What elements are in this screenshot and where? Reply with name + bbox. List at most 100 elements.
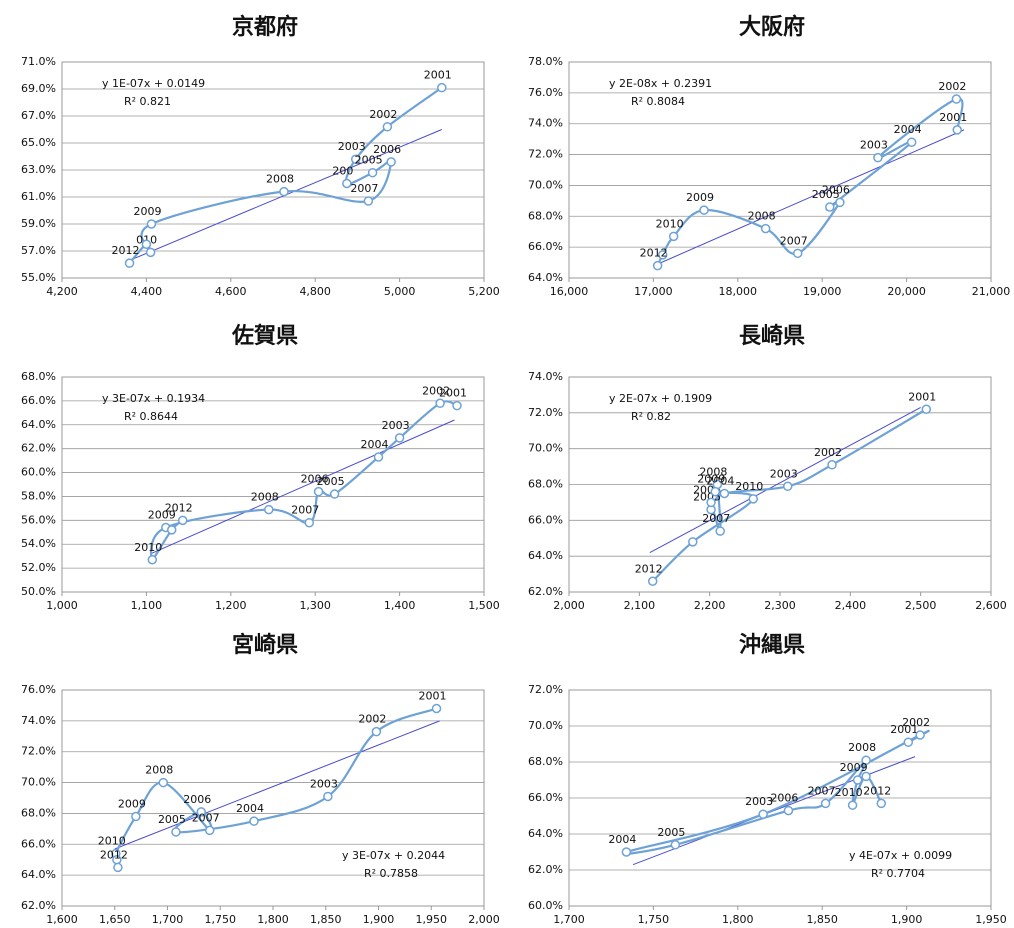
x-tick-label: 20,000 [887, 285, 926, 298]
y-tick-label: 67.0% [21, 109, 56, 122]
y-tick-label: 60.0% [21, 466, 56, 479]
x-tick-label: 1,100 [131, 599, 163, 612]
x-tick-label: 4,800 [299, 285, 331, 298]
data-point [835, 197, 845, 208]
y-tick-label: 58.0% [21, 489, 56, 502]
data-point [124, 258, 135, 268]
y-tick-label: 50.0% [21, 585, 56, 598]
point-label: 2005 [812, 188, 840, 201]
x-tick-label: 21,000 [972, 285, 1011, 298]
y-tick-label: 72.0% [21, 745, 56, 758]
point-label: 2007 [350, 182, 378, 195]
point-label: 2008 [699, 466, 727, 479]
data-point [688, 537, 698, 547]
x-tick-label: 1,950 [416, 913, 448, 926]
trend-equation: y 3E-07x + 0.1934 [102, 392, 205, 405]
y-tick-label: 52.0% [21, 561, 56, 574]
y-tick-label: 68.0% [21, 370, 56, 383]
point-label: 2002 [902, 716, 930, 729]
data-point [147, 555, 158, 565]
y-tick-label: 65.0% [21, 136, 56, 149]
data-point [668, 231, 679, 242]
point-label: 2009 [840, 761, 868, 774]
y-tick-label: 62.0% [21, 442, 56, 455]
point-label: 2002 [422, 384, 450, 397]
trend-equation: y 2E-08x + 0.2391 [609, 77, 712, 90]
data-point [915, 730, 925, 740]
data-point [373, 452, 384, 462]
data-point [279, 186, 289, 197]
x-tick-label: 1,000 [46, 599, 78, 612]
y-tick-label: 66.0% [21, 837, 56, 850]
data-point [166, 525, 177, 535]
x-tick-label: 1,750 [205, 913, 237, 926]
point-label: 2003 [770, 467, 798, 480]
y-tick-label: 70.0% [528, 442, 563, 455]
point-label: 2008 [266, 173, 294, 186]
y-tick-label: 66.0% [528, 240, 563, 253]
y-tick-label: 56.0% [21, 513, 56, 526]
data-point [783, 805, 794, 816]
trendline [657, 129, 965, 265]
data-point [141, 239, 152, 249]
data-point [710, 486, 721, 497]
data-point [852, 775, 863, 785]
series-line [113, 707, 437, 868]
y-tick-label: 64.0% [21, 868, 56, 881]
point-label: 2001 [424, 69, 452, 82]
point-label: 2002 [369, 108, 397, 121]
y-tick-label: 71.0% [21, 55, 56, 68]
y-tick-label: 70.0% [21, 776, 56, 789]
data-point [748, 494, 759, 504]
point-label: 2004 [608, 833, 636, 846]
data-point [382, 122, 393, 132]
point-label: 2004 [361, 438, 389, 451]
x-tick-label: 4,600 [215, 285, 247, 298]
point-label: 2006 [822, 183, 850, 196]
data-point [431, 703, 442, 714]
point-label: 2005 [158, 813, 186, 826]
x-tick-label: 2,400 [835, 599, 867, 612]
data-point [906, 137, 917, 147]
data-point [196, 807, 207, 817]
point-label: 2002 [358, 713, 386, 726]
data-point [652, 260, 663, 271]
data-point [782, 481, 793, 492]
data-point [313, 486, 324, 497]
point-label: 2007 [291, 504, 319, 517]
point-label: 2003 [860, 139, 888, 152]
data-point [861, 771, 871, 782]
point-label: 2001 [908, 390, 936, 403]
data-point [921, 404, 932, 414]
data-point [113, 862, 123, 873]
data-point [204, 825, 215, 836]
trend-r-squared: R² 0.82 [631, 410, 671, 423]
point-label: 2012 [635, 562, 663, 575]
x-tick-label: 1,800 [257, 913, 289, 926]
point-label: 2003 [382, 419, 410, 432]
data-point [861, 755, 871, 765]
point-label: 2007 [808, 784, 836, 797]
point-label: 2005 [355, 154, 383, 167]
x-tick-label: 2,000 [553, 599, 585, 612]
x-tick-label: 17,000 [634, 285, 673, 298]
y-tick-label: 70.0% [528, 178, 563, 191]
data-point [621, 847, 632, 857]
data-point [323, 791, 333, 802]
point-label: 2002 [814, 446, 842, 459]
data-point [249, 816, 259, 826]
point-label: 2001 [890, 723, 918, 736]
chart-title: 沖縄県 [739, 633, 805, 658]
point-label: 2012 [165, 501, 193, 514]
point-label: 2007 [780, 234, 808, 247]
point-label: 2007 [192, 811, 220, 824]
x-tick-label: 1,750 [638, 913, 670, 926]
x-tick-label: 2,500 [905, 599, 937, 612]
y-tick-label: 74.0% [528, 370, 563, 383]
data-point [394, 433, 405, 443]
y-tick-label: 76.0% [21, 683, 56, 696]
point-label: 2010 [134, 541, 162, 554]
chart-title: 大阪府 [739, 14, 805, 40]
y-tick-label: 55.0% [21, 271, 56, 284]
